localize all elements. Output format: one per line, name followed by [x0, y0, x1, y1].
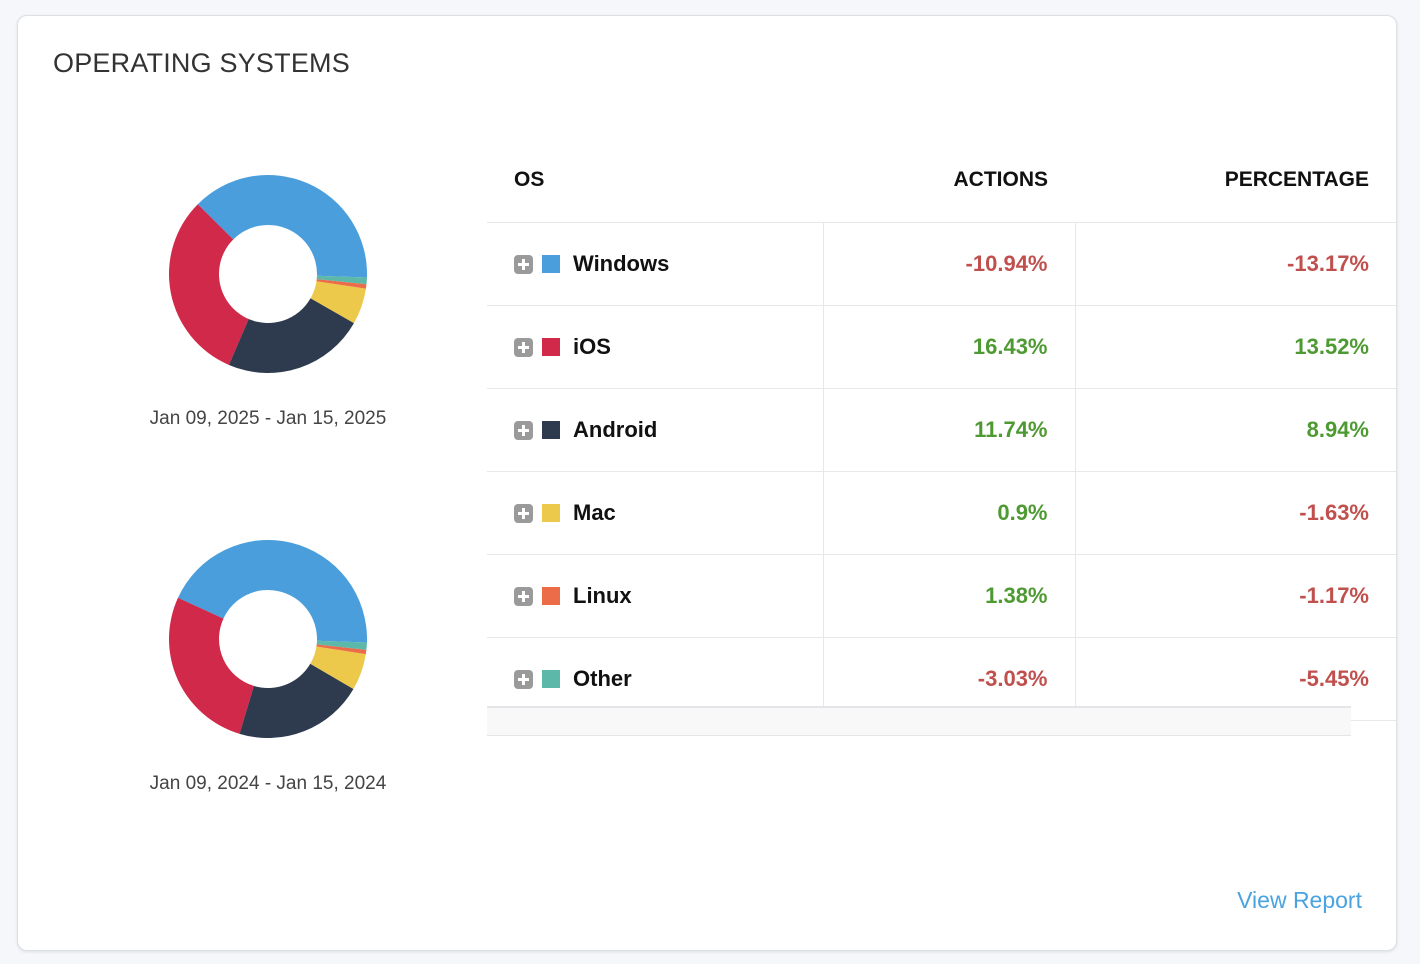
operating-systems-card: OPERATING SYSTEMS Jan 09, 2025 - Jan 15,… [17, 15, 1397, 951]
percentage-value: -1.17% [1074, 554, 1396, 638]
table-row: Mac 0.9% -1.63% [487, 471, 1396, 555]
expand-plus-icon[interactable] [514, 420, 533, 440]
table-header-row: OS ACTIONS PERCENTAGE [487, 138, 1396, 223]
percentage-value: 13.52% [1074, 305, 1396, 389]
color-swatch [542, 421, 560, 439]
table-row: Windows -10.94% -13.17% [487, 222, 1396, 306]
os-name: Linux [573, 583, 632, 608]
color-swatch [542, 255, 560, 273]
color-swatch [542, 338, 560, 356]
actions-value: -10.94% [822, 222, 1075, 306]
actions-value: 1.38% [822, 554, 1075, 638]
donut-chart-current-svg [169, 174, 367, 373]
os-name: iOS [573, 334, 611, 359]
os-name: Android [573, 417, 658, 442]
card-title: OPERATING SYSTEMS [53, 48, 350, 78]
slice-other[interactable] [316, 640, 367, 650]
actions-value: 0.9% [822, 471, 1075, 555]
actions-value: 11.74% [822, 388, 1075, 472]
os-name: Mac [573, 500, 616, 525]
percentage-value: -13.17% [1074, 222, 1396, 306]
expand-plus-icon[interactable] [514, 254, 533, 274]
slice-linux[interactable] [316, 644, 367, 655]
actions-value: 16.43% [822, 305, 1075, 389]
chart-caption-previous: Jan 09, 2024 - Jan 15, 2024 [149, 773, 387, 794]
slice-android[interactable] [239, 663, 354, 738]
os-name: Other [573, 666, 632, 691]
os-table: OS ACTIONS PERCENTAGE Windows -10.94% -1… [487, 138, 1396, 721]
os-name: Windows [573, 251, 670, 276]
slice-windows[interactable] [177, 540, 367, 643]
expand-plus-icon[interactable] [514, 337, 533, 357]
slice-linux[interactable] [316, 279, 367, 289]
table-row: iOS 16.43% 13.52% [487, 305, 1396, 389]
table-footer [487, 706, 1351, 736]
slice-ios[interactable] [169, 204, 249, 365]
donut-chart-current: Jan 09, 2025 - Jan 15, 2025 [128, 174, 408, 430]
expand-plus-icon[interactable] [514, 503, 533, 523]
view-report-link[interactable]: View Report [1237, 887, 1362, 913]
color-swatch [542, 587, 560, 605]
table-row: Android 11.74% 8.94% [487, 388, 1396, 472]
slice-mac[interactable] [310, 281, 366, 324]
color-swatch [542, 670, 560, 688]
slice-android[interactable] [228, 298, 354, 373]
header-actions[interactable]: ACTIONS [823, 138, 1075, 223]
percentage-value: 8.94% [1074, 388, 1396, 472]
table-row: Linux 1.38% -1.17% [487, 554, 1396, 638]
chart-caption-current: Jan 09, 2025 - Jan 15, 2025 [149, 408, 387, 429]
donut-chart-previous: Jan 09, 2024 - Jan 15, 2024 [128, 539, 408, 795]
expand-plus-icon[interactable] [514, 669, 533, 689]
color-swatch [542, 504, 560, 522]
donut-chart-previous-svg [169, 540, 367, 738]
slice-mac[interactable] [310, 646, 366, 689]
slice-other[interactable] [316, 275, 367, 285]
slice-ios[interactable] [169, 597, 254, 734]
header-os[interactable]: OS [487, 138, 823, 223]
percentage-value: -1.63% [1074, 471, 1396, 555]
slice-windows[interactable] [197, 174, 367, 278]
header-percentage[interactable]: PERCENTAGE [1075, 138, 1396, 223]
expand-plus-icon[interactable] [514, 586, 533, 606]
